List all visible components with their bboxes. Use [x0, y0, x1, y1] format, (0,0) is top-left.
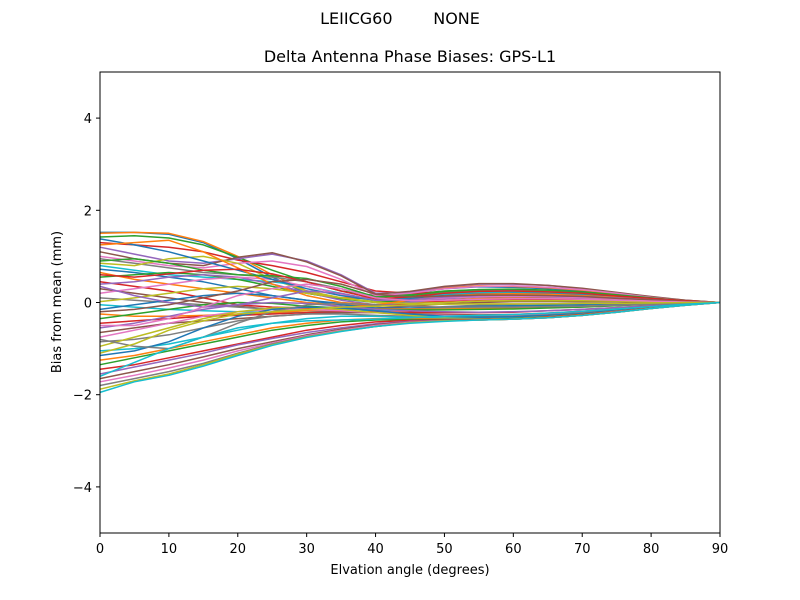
x-tick-label: 40 [367, 542, 384, 557]
figure-suptitle: LEIICG60 NONE [320, 9, 480, 28]
series-line [99, 255, 721, 304]
data-lines [99, 231, 721, 394]
x-tick-label: 30 [298, 542, 315, 557]
y-tick-label: 4 [84, 112, 92, 127]
y-axis-ticks: −4 −2 0 2 4 [73, 112, 100, 496]
y-tick-label: 0 [84, 297, 92, 312]
x-tick-label: 70 [574, 542, 591, 557]
x-tick-label: 60 [505, 542, 522, 557]
series-line [99, 301, 721, 329]
x-tick-label: 80 [643, 542, 660, 557]
x-axis-label: Elvation angle (degrees) [330, 563, 489, 578]
y-tick-label: −4 [73, 481, 92, 496]
series-line [99, 301, 721, 394]
y-tick-label: 2 [84, 204, 92, 219]
series-line [99, 292, 721, 311]
series-line [100, 283, 721, 327]
x-tick-label: 0 [96, 542, 104, 557]
x-tick-label: 10 [161, 542, 178, 557]
series-line [99, 301, 721, 377]
series-line [99, 251, 721, 304]
series-line [99, 278, 721, 313]
series-line [99, 301, 720, 354]
series-line [99, 285, 721, 305]
x-axis-ticks: 0 10 20 30 40 50 60 70 80 90 [96, 533, 728, 557]
y-tick-label: −2 [73, 389, 92, 404]
x-tick-label: 90 [712, 542, 729, 557]
series-line [99, 301, 721, 357]
chart-title: Delta Antenna Phase Biases: GPS-L1 [263, 47, 557, 66]
x-tick-label: 50 [436, 542, 453, 557]
y-axis-label: Bias from mean (mm) [50, 231, 65, 373]
x-tick-label: 20 [230, 542, 247, 557]
